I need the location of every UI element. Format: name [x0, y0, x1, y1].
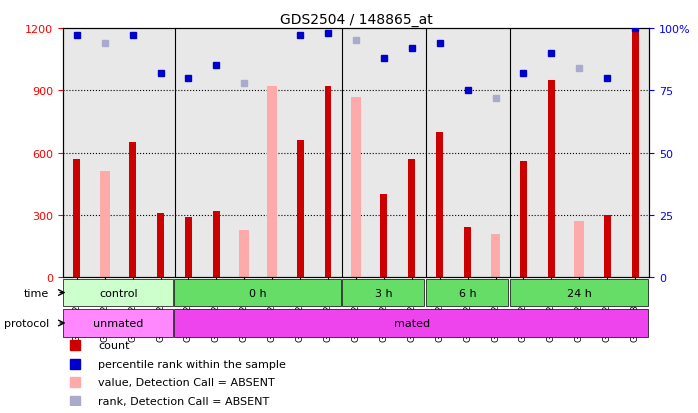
- Bar: [129, 143, 136, 278]
- Bar: [351, 97, 361, 278]
- Bar: [73, 159, 80, 278]
- Text: rank, Detection Call = ABSENT: rank, Detection Call = ABSENT: [98, 396, 269, 406]
- FancyBboxPatch shape: [510, 279, 648, 306]
- Text: count: count: [98, 340, 130, 350]
- Bar: [213, 211, 220, 278]
- FancyBboxPatch shape: [174, 279, 341, 306]
- Bar: [157, 214, 164, 278]
- FancyBboxPatch shape: [63, 309, 173, 337]
- Bar: [604, 216, 611, 278]
- Bar: [574, 222, 584, 278]
- Text: 0 h: 0 h: [249, 288, 267, 298]
- FancyBboxPatch shape: [426, 279, 508, 306]
- Bar: [491, 234, 500, 278]
- Text: control: control: [99, 288, 138, 298]
- FancyBboxPatch shape: [342, 279, 424, 306]
- Bar: [380, 195, 387, 278]
- Bar: [520, 161, 527, 278]
- Bar: [548, 81, 555, 278]
- Bar: [267, 87, 277, 278]
- Bar: [464, 228, 471, 278]
- Text: percentile rank within the sample: percentile rank within the sample: [98, 358, 286, 369]
- FancyBboxPatch shape: [63, 279, 173, 306]
- Bar: [408, 159, 415, 278]
- Bar: [185, 218, 192, 278]
- Text: mated: mated: [394, 318, 430, 328]
- Text: 3 h: 3 h: [375, 288, 393, 298]
- Title: GDS2504 / 148865_at: GDS2504 / 148865_at: [280, 12, 432, 26]
- Bar: [436, 133, 443, 278]
- Text: time: time: [24, 288, 49, 298]
- Bar: [239, 230, 249, 278]
- Text: protocol: protocol: [3, 318, 49, 328]
- Bar: [297, 141, 304, 278]
- Text: 6 h: 6 h: [459, 288, 477, 298]
- FancyBboxPatch shape: [174, 309, 648, 337]
- Bar: [100, 172, 110, 278]
- Text: 24 h: 24 h: [567, 288, 592, 298]
- Text: unmated: unmated: [94, 318, 144, 328]
- Text: value, Detection Call = ABSENT: value, Detection Call = ABSENT: [98, 377, 275, 387]
- Bar: [325, 87, 332, 278]
- Bar: [632, 33, 639, 278]
